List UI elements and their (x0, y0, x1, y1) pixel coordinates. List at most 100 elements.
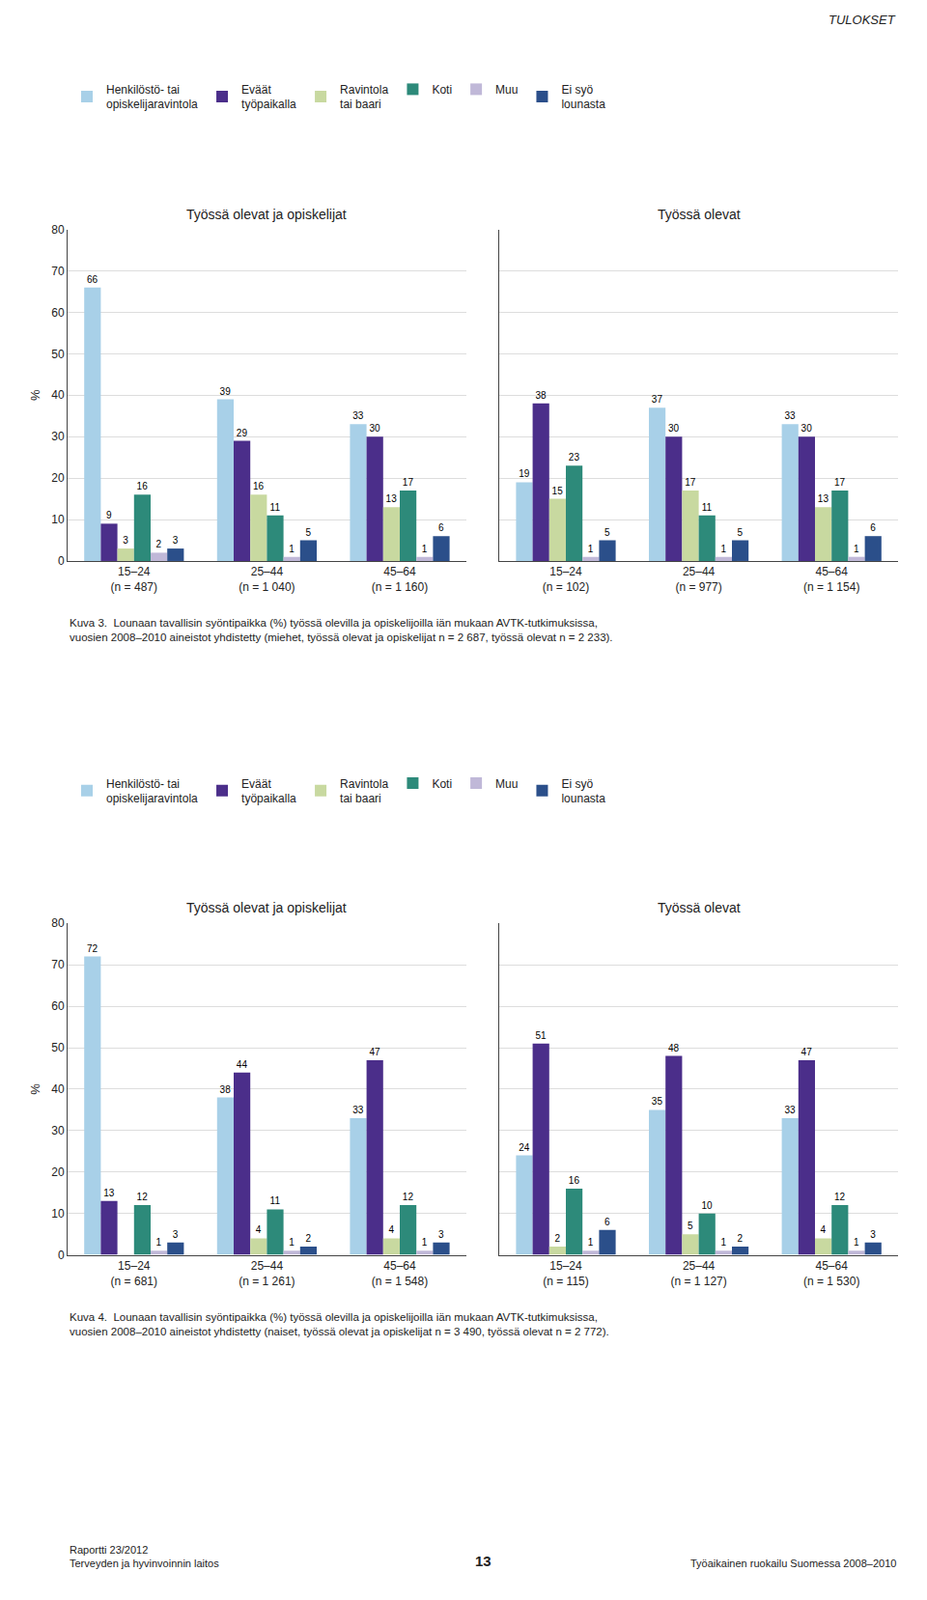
svg-text:17: 17 (834, 477, 846, 488)
svg-text:30: 30 (51, 429, 65, 444)
svg-text:72: 72 (86, 943, 99, 955)
svg-text:Raportti 23/2012Terveyden ja h: Raportti 23/2012Terveyden ja hyvinvoinni… (69, 1544, 220, 1570)
svg-text:1: 1 (853, 1236, 860, 1248)
svg-text:2: 2 (156, 538, 163, 550)
svg-text:25–44(n = 1 261): 25–44(n = 1 261) (238, 1259, 295, 1289)
svg-text:0: 0 (57, 1248, 65, 1263)
svg-text:13: 13 (103, 1187, 115, 1199)
svg-text:45–64(n = 1 548): 45–64(n = 1 548) (371, 1259, 428, 1289)
svg-text:10: 10 (51, 512, 65, 527)
svg-text:80: 80 (51, 916, 65, 930)
svg-text:37: 37 (651, 393, 664, 405)
svg-text:47: 47 (368, 1046, 381, 1058)
svg-text:15–24(n = 487): 15–24(n = 487) (111, 564, 158, 594)
svg-text:Työaikainen ruokailu Suomessa: Työaikainen ruokailu Suomessa 2008–2010 (690, 1557, 897, 1570)
svg-text:45–64(n = 1 154): 45–64(n = 1 154) (803, 564, 860, 594)
svg-text:50: 50 (51, 347, 65, 362)
svg-text:Kuva 4. Lounaan tavallisin sy: Kuva 4. Lounaan tavallisin syöntipaikka … (69, 1311, 610, 1338)
svg-text:TULOKSET: TULOKSET (828, 12, 897, 28)
svg-text:15–24(n = 102): 15–24(n = 102) (542, 564, 590, 594)
svg-text:33: 33 (784, 410, 796, 422)
svg-text:Työssä olevat ja opiskelijat: Työssä olevat ja opiskelijat (186, 899, 347, 916)
svg-text:30: 30 (51, 1123, 65, 1138)
svg-text:6: 6 (438, 522, 445, 534)
svg-text:10: 10 (51, 1207, 65, 1221)
svg-text:16: 16 (252, 480, 265, 492)
svg-text:Eväättyöpaikalla: Eväättyöpaikalla (241, 777, 297, 807)
svg-text:1: 1 (288, 543, 295, 555)
svg-text:Ravintolatai baari: Ravintolatai baari (339, 83, 389, 113)
svg-text:33: 33 (352, 1104, 365, 1116)
svg-text:1: 1 (853, 543, 860, 555)
svg-text:2: 2 (305, 1233, 311, 1244)
svg-text:Työssä olevat: Työssä olevat (657, 206, 741, 223)
svg-text:3: 3 (870, 1229, 876, 1240)
svg-text:25–44(n = 1 040): 25–44(n = 1 040) (238, 564, 295, 594)
svg-text:45–64(n = 1 530): 45–64(n = 1 530) (803, 1259, 860, 1289)
svg-text:29: 29 (236, 427, 249, 439)
svg-text:12: 12 (834, 1191, 846, 1203)
svg-text:47: 47 (801, 1046, 814, 1058)
svg-text:39: 39 (220, 386, 232, 397)
svg-text:6: 6 (870, 522, 876, 534)
svg-text:3: 3 (438, 1229, 445, 1240)
svg-text:Työssä olevat ja opiskelijat: Työssä olevat ja opiskelijat (186, 206, 347, 223)
svg-text:Työssä olevat: Työssä olevat (657, 899, 741, 916)
svg-text:9: 9 (106, 509, 113, 521)
svg-text:19: 19 (518, 468, 531, 479)
svg-text:1: 1 (288, 1236, 295, 1248)
svg-text:1: 1 (588, 1236, 594, 1248)
svg-text:33: 33 (784, 1104, 796, 1116)
svg-text:51: 51 (534, 1030, 547, 1041)
svg-text:66: 66 (86, 274, 99, 285)
svg-text:5: 5 (604, 527, 611, 538)
svg-text:12: 12 (402, 1191, 415, 1203)
svg-text:60: 60 (51, 306, 65, 320)
svg-text:50: 50 (51, 1040, 65, 1055)
svg-text:24: 24 (518, 1142, 531, 1153)
svg-text:1: 1 (421, 543, 428, 555)
svg-text:60: 60 (51, 999, 65, 1013)
svg-text:1: 1 (588, 543, 594, 555)
svg-text:33: 33 (352, 410, 365, 422)
svg-text:Eväättyöpaikalla: Eväättyöpaikalla (241, 83, 297, 113)
svg-text:80: 80 (51, 223, 65, 237)
svg-text:44: 44 (236, 1059, 249, 1070)
svg-text:10: 10 (701, 1200, 713, 1211)
svg-text:15: 15 (552, 485, 564, 497)
svg-text:11: 11 (270, 1195, 281, 1207)
svg-text:Ravintolatai baari: Ravintolatai baari (339, 777, 389, 807)
svg-text:Kuva 3. Lounaan tavallisin sy: Kuva 3. Lounaan tavallisin syöntipaikka … (69, 617, 614, 644)
svg-text:40: 40 (51, 1082, 65, 1096)
svg-text:Muu: Muu (495, 83, 518, 97)
svg-text:2: 2 (554, 1233, 561, 1244)
svg-text:20: 20 (51, 1165, 65, 1180)
svg-text:30: 30 (801, 422, 814, 434)
svg-text:Henkilöstö- taiopiskelijaravin: Henkilöstö- taiopiskelijaravintola (106, 83, 198, 113)
svg-text:Koti: Koti (431, 777, 452, 791)
svg-text:30: 30 (668, 422, 680, 434)
svg-text:3: 3 (172, 1229, 179, 1240)
svg-text:2: 2 (737, 1233, 744, 1244)
svg-text:70: 70 (51, 957, 65, 972)
svg-text:6: 6 (604, 1216, 611, 1228)
svg-text:Muu: Muu (495, 777, 518, 791)
svg-text:5: 5 (737, 527, 744, 538)
svg-text:25–44(n = 1 127): 25–44(n = 1 127) (670, 1259, 727, 1289)
svg-text:15–24(n = 681): 15–24(n = 681) (111, 1259, 158, 1289)
svg-text:13: 13 (386, 493, 398, 505)
svg-text:17: 17 (684, 477, 697, 488)
svg-text:12: 12 (137, 1191, 149, 1203)
svg-text:17: 17 (402, 477, 415, 488)
svg-text:Ei syölounasta: Ei syölounasta (561, 83, 606, 113)
svg-text:%: % (28, 1083, 43, 1096)
svg-text:5: 5 (305, 527, 311, 538)
svg-text:13: 13 (817, 493, 830, 505)
svg-text:11: 11 (702, 502, 713, 513)
svg-text:%: % (28, 389, 43, 401)
svg-text:35: 35 (651, 1095, 664, 1107)
svg-text:11: 11 (270, 502, 281, 513)
svg-text:4: 4 (820, 1224, 827, 1236)
svg-text:3: 3 (172, 534, 179, 546)
svg-text:13: 13 (475, 1552, 492, 1570)
